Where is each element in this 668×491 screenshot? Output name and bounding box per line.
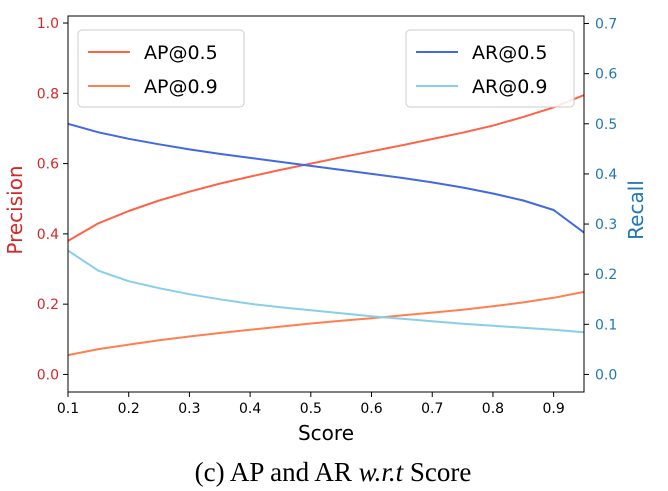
legend-right-box	[405, 29, 575, 108]
right-y-tick-label: 0.2	[595, 267, 617, 283]
series-line-ap-0-9	[67, 290, 585, 357]
right-y-tick-label: 0.4	[595, 167, 617, 183]
left-y-tick-label: 0.4	[37, 227, 59, 243]
legend-left-box	[77, 29, 245, 108]
x-tick-label: 0.8	[482, 401, 504, 417]
series-line-ar-0-5	[67, 122, 585, 234]
x-axis-title: Score	[298, 421, 354, 445]
left-y-tick-label: 0.8	[37, 86, 59, 102]
x-tick-label: 0.1	[57, 401, 79, 417]
x-tick-label: 0.7	[421, 401, 443, 417]
left-y-tick-label: 0.2	[37, 297, 59, 313]
right-y-tick-label: 0.1	[595, 317, 617, 333]
right-y-axis-title: Recall	[624, 180, 648, 240]
left-y-tick-label: 1.0	[37, 16, 59, 32]
legend-label: AP@0.9	[144, 76, 218, 98]
x-tick-label: 0.4	[239, 401, 261, 417]
left-y-axis-title: Precision	[3, 165, 27, 254]
right-y-tick-label: 0.7	[595, 17, 617, 33]
plot-area	[67, 94, 585, 357]
figure-caption: (c) AP and AR w.r.t Score	[195, 457, 472, 487]
right-y-tick-label: 0.3	[595, 217, 617, 233]
series-line-ar-0-9	[67, 249, 585, 334]
caption-prefix: (c) AP and AR	[195, 457, 359, 487]
left-y-tick-label: 0.0	[37, 367, 59, 383]
right-y-tick-label: 0.0	[595, 367, 617, 383]
caption-italic: w.r.t	[359, 457, 405, 487]
plot-frame	[67, 15, 585, 393]
x-tick-label: 0.5	[300, 401, 322, 417]
right-y-tick-label: 0.5	[595, 117, 617, 133]
caption-suffix: Score	[403, 457, 471, 487]
legend-label: AR@0.9	[472, 76, 547, 98]
x-tick-label: 0.3	[178, 401, 200, 417]
legend-right: AR@0.5 AR@0.9	[405, 29, 575, 108]
axes: 0.1 0.2 0.3 0.4 0.5 0.6 0.7 0.8 0.9 0.0 0.2 0.4 0.6 0…	[37, 15, 617, 417]
legend-left: AP@0.5 AP@0.9	[77, 29, 245, 108]
legend-label: AP@0.5	[144, 42, 218, 64]
series-line-ap-0-5	[67, 94, 585, 242]
x-tick-label: 0.6	[360, 401, 382, 417]
x-tick-label: 0.9	[543, 401, 565, 417]
x-tick-label: 0.2	[118, 401, 140, 417]
left-y-tick-label: 0.6	[37, 157, 59, 173]
right-y-tick-label: 0.6	[595, 67, 617, 83]
legend-label: AR@0.5	[472, 42, 547, 64]
